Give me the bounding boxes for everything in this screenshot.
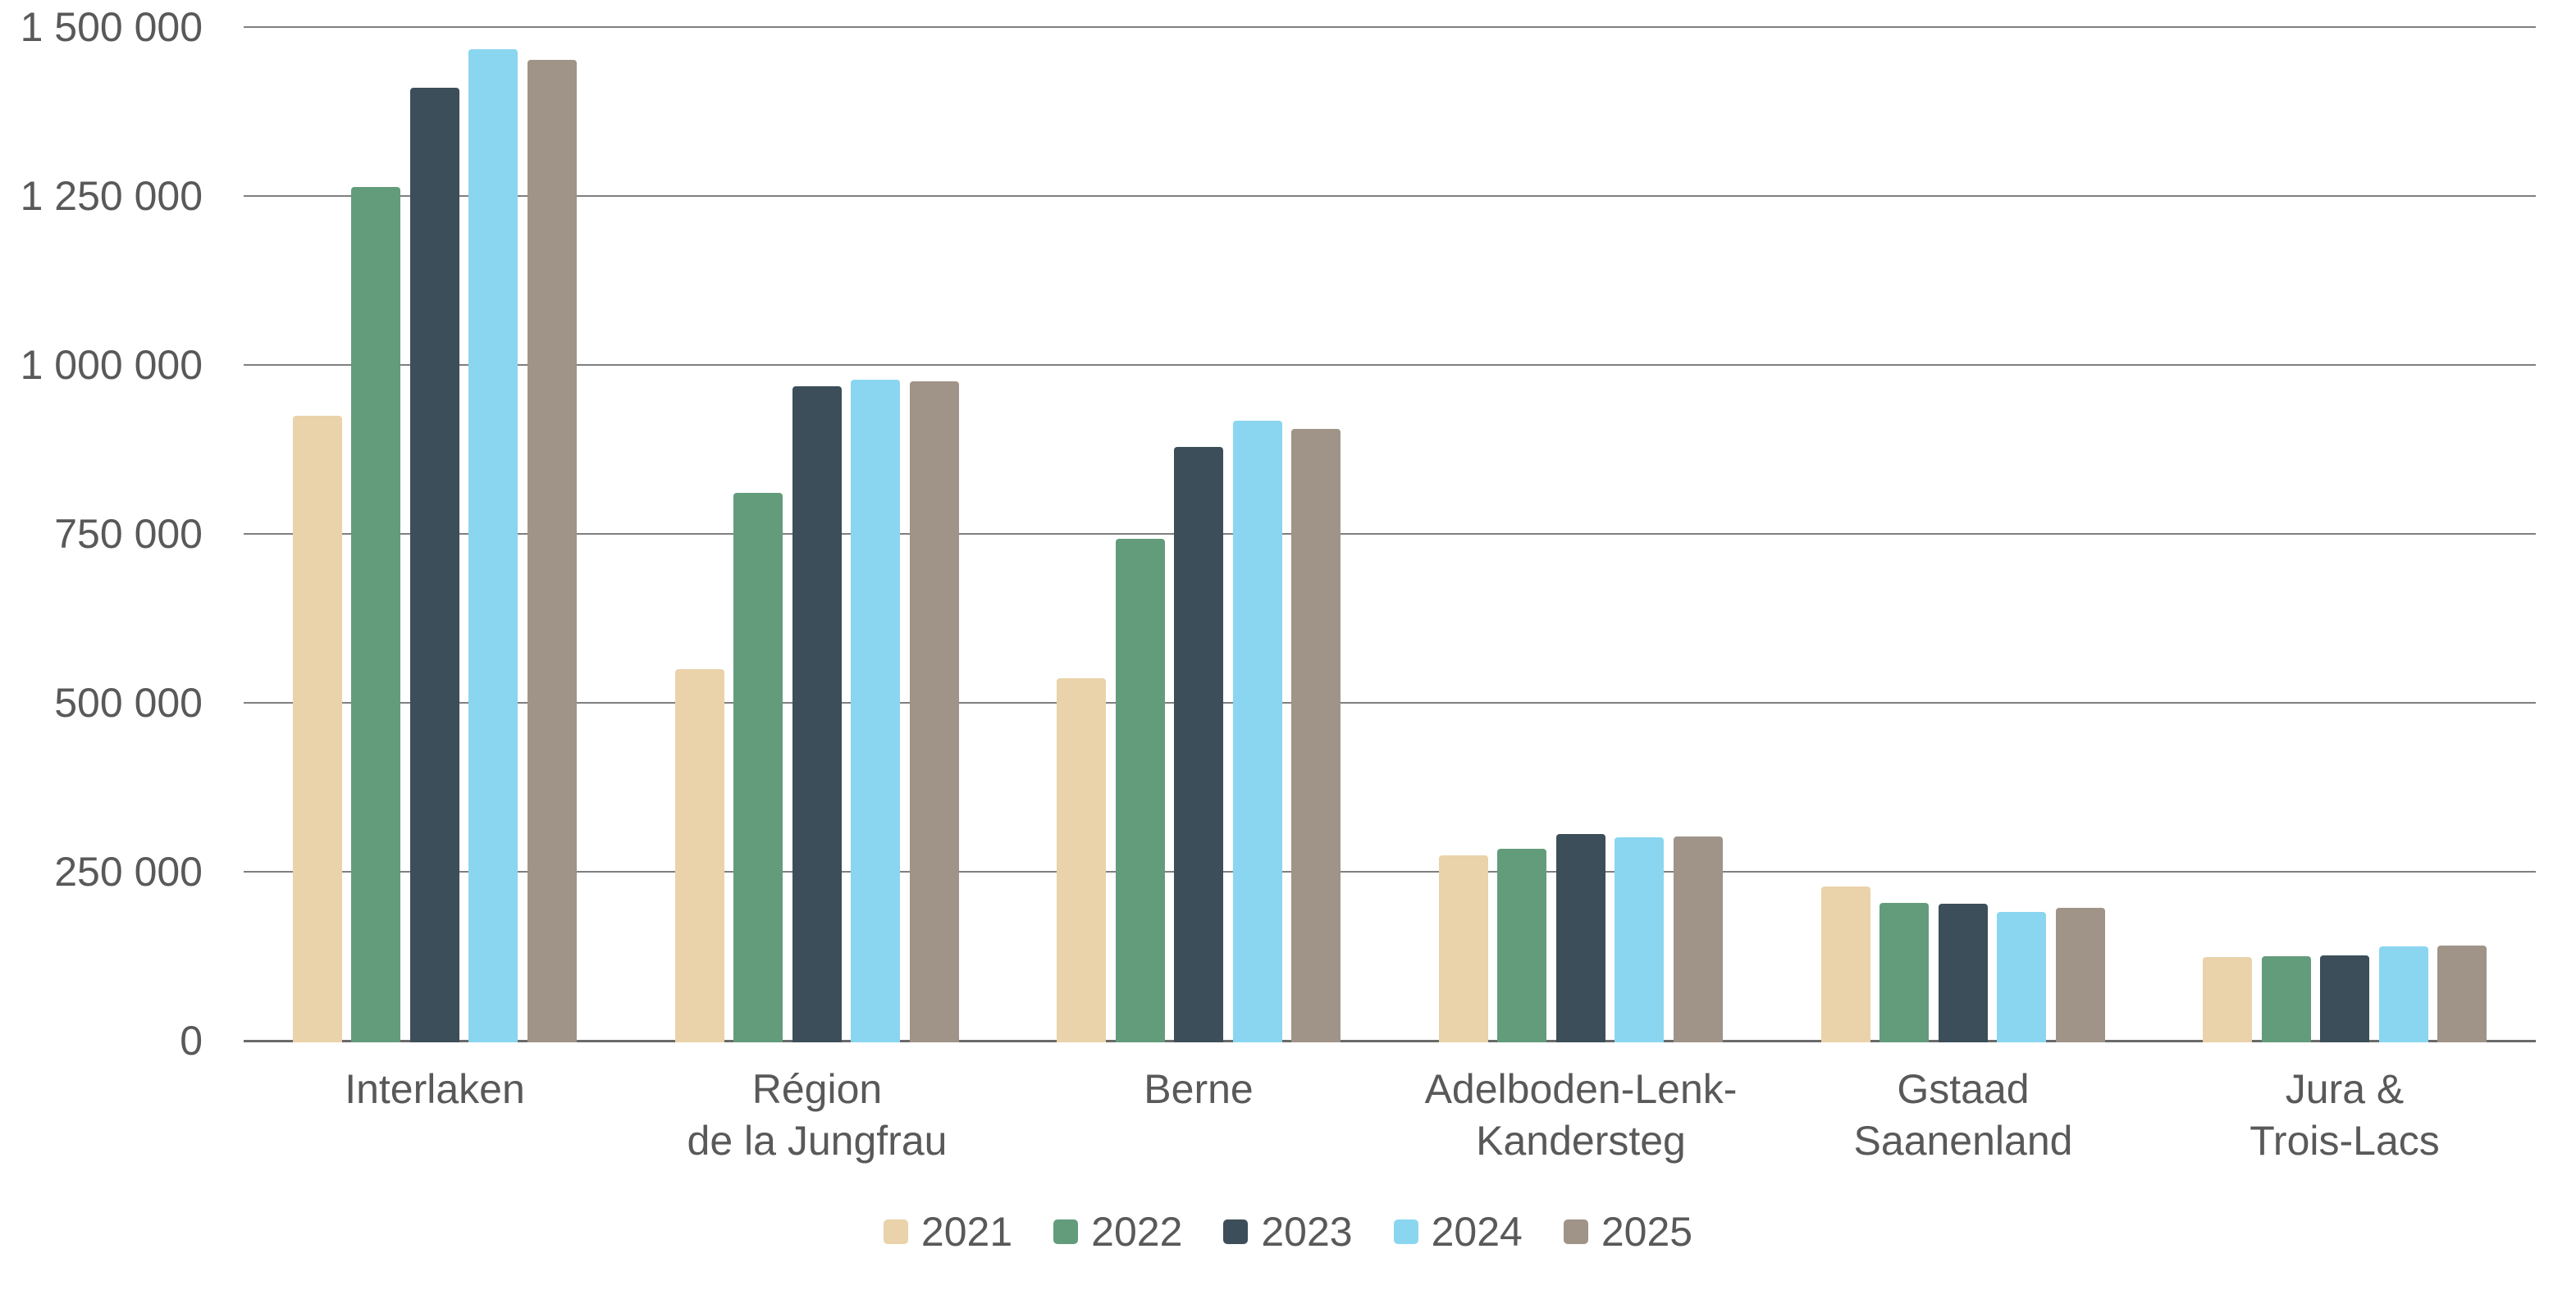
x-axis-category-label: Adelboden-Lenk- Kandersteg: [1424, 1066, 1738, 1164]
x-axis-category-label: Région de la Jungfrau: [687, 1066, 948, 1164]
legend-label: 2021: [920, 1209, 1013, 1255]
bar-adelboden-lenk-kandersteg-2025[interactable]: [1674, 836, 1723, 1042]
x-axis-category-label: Gstaad Saanenland: [1853, 1066, 2073, 1164]
bar-berne-2025[interactable]: [1291, 429, 1341, 1042]
legend-label: 2024: [1431, 1209, 1523, 1255]
bar-adelboden-lenk-kandersteg-2023[interactable]: [1556, 834, 1605, 1042]
bar-jura-trois-lacs-2022[interactable]: [2262, 956, 2311, 1042]
y-axis-tick-label: 750 000: [54, 511, 203, 557]
bar-r-gion-de-la-jungfrau-2022[interactable]: [733, 493, 783, 1042]
bar-jura-trois-lacs-2024[interactable]: [2379, 946, 2428, 1042]
legend-swatch-icon: [1563, 1219, 1588, 1244]
bar-interlaken-2022[interactable]: [351, 187, 400, 1042]
x-axis-category-label: Interlaken: [345, 1066, 525, 1112]
bar-interlaken-2023[interactable]: [410, 88, 459, 1042]
legend: 2021 2022 2023 2024 2025: [0, 1207, 2576, 1256]
bar-jura-trois-lacs-2025[interactable]: [2437, 946, 2487, 1042]
bar-adelboden-lenk-kandersteg-2022[interactable]: [1497, 849, 1546, 1042]
gridline: [244, 26, 2536, 28]
y-axis-tick-label: 1 250 000: [20, 173, 203, 219]
y-axis-tick-label: 1 500 000: [20, 4, 203, 50]
legend-item-2024[interactable]: 2024: [1393, 1209, 1523, 1255]
bar-gstaad-saanenland-2024[interactable]: [1997, 912, 2046, 1042]
bar-r-gion-de-la-jungfrau-2021[interactable]: [675, 669, 724, 1042]
bar-jura-trois-lacs-2023[interactable]: [2320, 955, 2369, 1042]
x-axis-category-label: Berne: [1144, 1066, 1254, 1112]
bar-adelboden-lenk-kandersteg-2021[interactable]: [1439, 855, 1488, 1042]
y-axis-tick-label: 0: [180, 1018, 203, 1064]
x-axis-category-label: Jura & Trois-Lacs: [2249, 1066, 2440, 1164]
legend-item-2021[interactable]: 2021: [883, 1209, 1013, 1255]
y-axis-tick-label: 500 000: [54, 680, 203, 726]
bar-r-gion-de-la-jungfrau-2024[interactable]: [851, 380, 900, 1042]
bar-gstaad-saanenland-2022[interactable]: [1879, 903, 1929, 1042]
legend-item-2022[interactable]: 2022: [1053, 1211, 1182, 1252]
bar-berne-2024[interactable]: [1233, 421, 1282, 1042]
bar-berne-2021[interactable]: [1057, 678, 1106, 1042]
bar-berne-2023[interactable]: [1174, 447, 1223, 1042]
y-axis-tick-label: 1 000 000: [20, 342, 203, 388]
bar-interlaken-2025[interactable]: [528, 60, 577, 1042]
bar-gstaad-saanenland-2021[interactable]: [1821, 887, 1870, 1042]
gridline: [244, 871, 2536, 873]
bar-r-gion-de-la-jungfrau-2025[interactable]: [910, 381, 959, 1042]
bar-adelboden-lenk-kandersteg-2024[interactable]: [1615, 837, 1664, 1042]
bar-interlaken-2024[interactable]: [468, 49, 518, 1042]
legend-label: 2025: [1601, 1209, 1693, 1255]
gridline: [244, 702, 2536, 704]
bar-gstaad-saanenland-2025[interactable]: [2056, 908, 2105, 1042]
bar-interlaken-2021[interactable]: [293, 416, 342, 1042]
legend-label: 2022: [1091, 1209, 1183, 1255]
bar-gstaad-saanenland-2023[interactable]: [1939, 904, 1988, 1042]
legend-item-2023[interactable]: 2023: [1223, 1209, 1353, 1255]
x-axis-line: [244, 1040, 2536, 1042]
y-axis-tick-label: 250 000: [54, 849, 203, 895]
legend-swatch-icon: [1053, 1219, 1079, 1244]
legend-item-2025[interactable]: 2025: [1563, 1209, 1693, 1255]
bar-jura-trois-lacs-2021[interactable]: [2203, 957, 2252, 1042]
gridline: [244, 195, 2536, 197]
legend-swatch-icon: [1393, 1219, 1418, 1244]
gridline: [244, 533, 2536, 535]
bar-berne-2022[interactable]: [1116, 539, 1165, 1042]
legend-label: 2023: [1261, 1209, 1353, 1255]
legend-swatch-icon: [883, 1219, 908, 1244]
bar-r-gion-de-la-jungfrau-2023[interactable]: [792, 386, 842, 1042]
legend-swatch-icon: [1223, 1219, 1249, 1244]
gridline: [244, 364, 2536, 366]
